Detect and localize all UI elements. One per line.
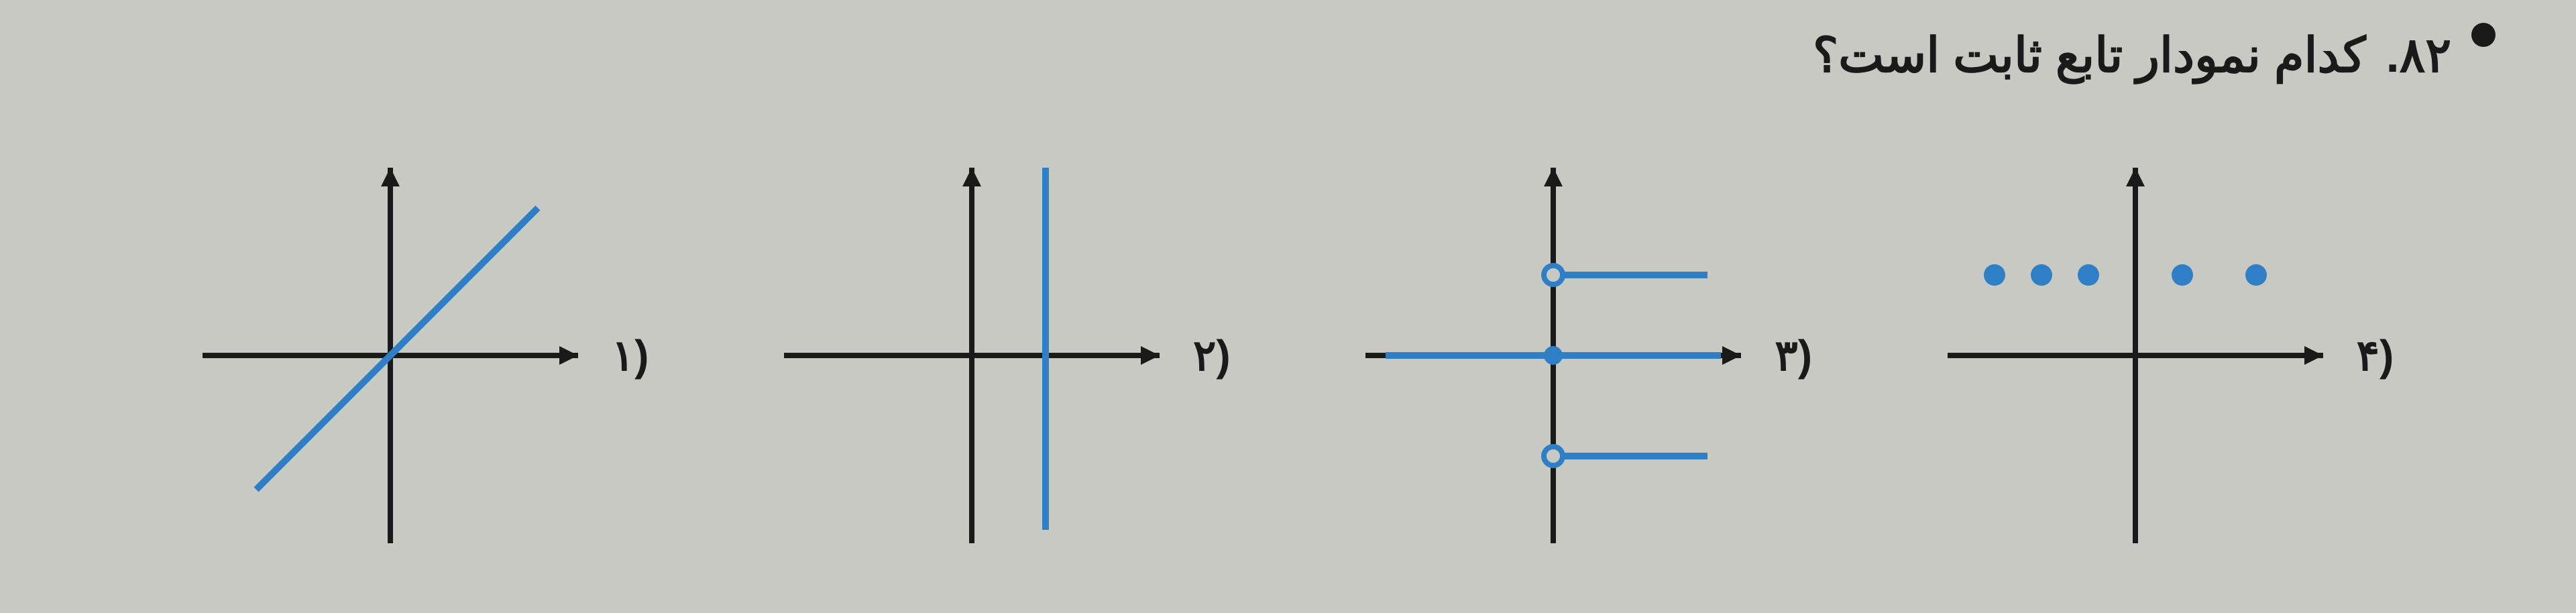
option-3-label: ۳) [1775,331,1812,381]
option-4: ۴) [1927,148,2394,563]
options-row: ۱) ۲) [0,148,2576,563]
question-text: کدام نمودار تابع ثابت است؟ [1813,27,2366,83]
option-2-plot [764,148,1180,563]
option-2: ۲) [764,148,1231,563]
option-3: ۳) [1345,148,1812,563]
question-row: ۸۲. کدام نمودار تابع ثابت است؟ [1813,27,2496,83]
option-3-plot [1345,148,1761,563]
question-marker-dot [2471,23,2496,47]
option-2-label: ۲) [1193,331,1231,381]
option-1: ۱) [182,148,649,563]
option-1-plot [182,148,598,563]
option-1-label: ۱) [612,331,649,381]
option-4-plot [1927,148,2343,563]
option-4-label: ۴) [2357,331,2394,381]
question-number: ۸۲. [2386,27,2451,83]
